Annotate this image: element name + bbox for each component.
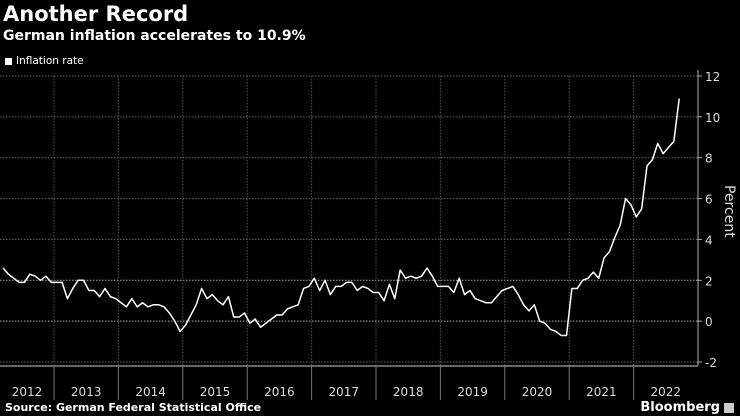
- x-tick-label: 2012: [12, 385, 43, 399]
- chart-title: Another Record: [3, 2, 189, 26]
- legend-swatch: [5, 57, 12, 65]
- x-tick-label: 2013: [71, 385, 102, 399]
- bloomberg-icon: [724, 402, 734, 413]
- y-tick-label: 8: [705, 152, 713, 166]
- y-tick-label: -2: [705, 356, 717, 370]
- x-tick-label: 2021: [586, 385, 617, 399]
- x-tick-label: 2022: [651, 385, 682, 399]
- x-tick-label: 2016: [264, 385, 295, 399]
- x-tick-label: 2018: [393, 385, 424, 399]
- brand-name: Bloomberg: [640, 400, 720, 415]
- source-note: Source: German Federal Statistical Offic…: [5, 401, 262, 414]
- y-tick-label: 10: [705, 111, 720, 125]
- legend-label: Inflation rate: [16, 55, 84, 67]
- y-tick-label: 2: [705, 274, 713, 288]
- y-tick-label: 6: [705, 193, 713, 207]
- x-tick-label: 2019: [457, 385, 488, 399]
- x-tick-label: 2020: [522, 385, 553, 399]
- y-tick-label: 4: [705, 233, 713, 247]
- chart-subtitle: German inflation accelerates to 10.9%: [3, 28, 306, 44]
- y-tick-label: 0: [705, 315, 713, 329]
- series-line-inflation-rate: [2, 98, 680, 337]
- brand-logo: Bloomberg: [640, 400, 734, 415]
- x-tick-label: 2017: [329, 385, 360, 399]
- y-tick-label: 12: [705, 70, 720, 84]
- legend: Inflation rate: [5, 55, 84, 67]
- y-axis-label: Percent: [721, 185, 737, 238]
- x-tick-label: 2015: [200, 385, 231, 399]
- x-tick-label: 2014: [135, 385, 166, 399]
